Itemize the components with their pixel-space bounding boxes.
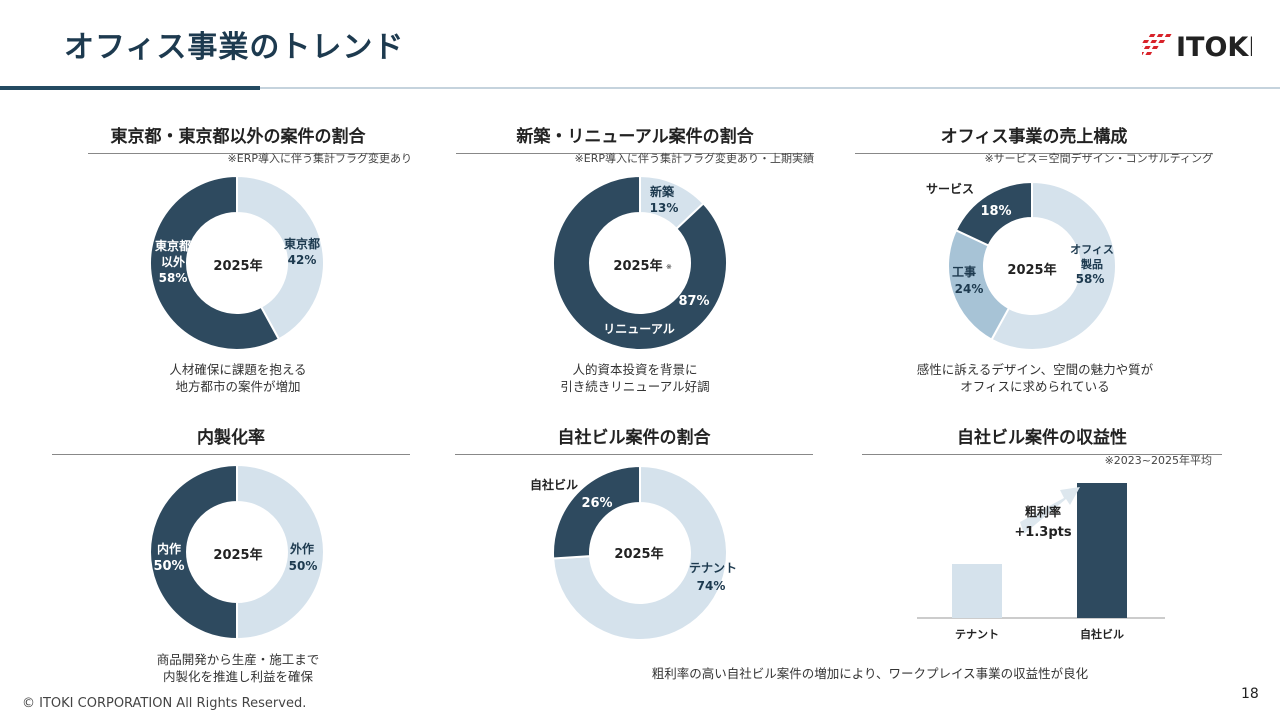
donut-slice-1 bbox=[990, 180, 1117, 351]
slice-label: 製品 bbox=[1080, 257, 1103, 271]
slice-label: オフィス bbox=[1070, 243, 1114, 256]
slice-label: 外作 bbox=[290, 541, 314, 556]
section-title: 自社ビル案件の割合 bbox=[455, 423, 813, 455]
section-profit: 自社ビル案件の収益性 bbox=[862, 423, 1222, 455]
caption-line: 地方都市の案件が増加 bbox=[175, 379, 301, 394]
arrow-up-icon bbox=[1020, 487, 1080, 534]
section-title: オフィス事業の売上構成 bbox=[855, 122, 1213, 154]
caption-line: 商品開発から生産・施工まで bbox=[156, 652, 320, 667]
arrow-label: 粗利率 bbox=[1025, 504, 1061, 519]
slice-value: 58% bbox=[159, 271, 188, 285]
section-caption: 粗利率の高い自社ビル案件の増加により、ワークプレイス事業の収益性が良化 bbox=[651, 666, 1089, 681]
caption-line: 人材確保に課題を抱える bbox=[169, 362, 307, 377]
section-title: 東京都・東京都以外の案件の割合 bbox=[88, 122, 388, 154]
slice-label: テナント bbox=[689, 561, 737, 575]
caption-line: 感性に訴えるデザイン、空間の魅力や質が bbox=[916, 362, 1154, 377]
slice-value: 58% bbox=[1076, 272, 1105, 286]
section-caption: 商品開発から生産・施工まで 内製化を推進し利益を確保 bbox=[128, 651, 348, 685]
bar-chart-profit: 粗利率 +1.3pts テナント 自社ビル bbox=[917, 483, 1165, 641]
slice-label: 東京都 bbox=[284, 236, 320, 251]
slice-value: 74% bbox=[697, 579, 726, 593]
slice-value: 18% bbox=[980, 204, 1011, 219]
donut-center-label: 2025年 bbox=[1007, 262, 1056, 278]
bar-1 bbox=[952, 564, 1002, 618]
x-tick-label: 自社ビル bbox=[1080, 627, 1124, 641]
header-divider-accent bbox=[0, 86, 260, 90]
donut-center-label: 2025年 bbox=[213, 547, 262, 563]
caption-line: オフィスに求められている bbox=[960, 379, 1110, 394]
section-title: 内製化率 bbox=[52, 423, 410, 455]
donut-slice-2 bbox=[552, 464, 641, 560]
slice-label: 自社ビル bbox=[530, 477, 578, 492]
section-title: 自社ビル案件の収益性 bbox=[862, 423, 1222, 455]
donut-slice-1 bbox=[552, 464, 728, 641]
donut-chart-renewal: 2025年 ※ 新築 13% 87% リニューアル bbox=[552, 174, 728, 351]
slice-label: サービス bbox=[926, 181, 974, 196]
donut-chart-tokyo: 2025年 東京都 42% 東京都 以外 58% bbox=[149, 174, 325, 351]
donut-slice-2 bbox=[552, 174, 728, 351]
donut-chart-sales: 2025年 サービス 18% オフィス 製品 58% 工事 24% bbox=[926, 180, 1117, 351]
x-tick-label: テナント bbox=[955, 628, 999, 641]
slice-value: 50% bbox=[289, 559, 318, 573]
slice-label: 以外 bbox=[161, 254, 185, 269]
donut-slice-3 bbox=[954, 180, 1033, 247]
section-caption: 感性に訴えるデザイン、空間の魅力や質が オフィスに求められている bbox=[880, 361, 1190, 395]
slice-value: 42% bbox=[288, 253, 317, 267]
donut-slice-1 bbox=[236, 174, 325, 341]
header-divider bbox=[260, 87, 1280, 89]
section-ownbuilding: 自社ビル案件の割合 bbox=[455, 423, 813, 455]
page-title: オフィス事業のトレンド bbox=[64, 30, 405, 65]
section-caption: 人的資本投資を背景に 引き続きリニューアル好調 bbox=[525, 361, 745, 395]
bar-2 bbox=[1077, 483, 1127, 618]
section-title: 新築・リニューアル案件の割合 bbox=[456, 122, 814, 154]
donut-center-label: 2025年 bbox=[213, 258, 262, 274]
caption-line: 内製化を推進し利益を確保 bbox=[162, 669, 313, 684]
donut-center-label: 2025年 bbox=[614, 546, 663, 562]
donut-slice-1 bbox=[236, 463, 325, 641]
page-number: 18 bbox=[1241, 686, 1259, 702]
donut-chart-inhouse: 2025年 外作 50% 内作 50% bbox=[149, 463, 325, 641]
bar-series bbox=[952, 483, 1127, 618]
caption-line: 人的資本投資を背景に bbox=[572, 362, 698, 377]
caption-line: 引き続きリニューアル好調 bbox=[560, 379, 710, 394]
slice-value: 26% bbox=[581, 496, 612, 511]
logo-text: ITOKI bbox=[1176, 32, 1252, 62]
section-tokyo: 東京都・東京都以外の案件の割合 bbox=[88, 122, 388, 154]
section-inhouse: 内製化率 bbox=[52, 423, 410, 455]
section-note: ※2023~2025年平均 bbox=[1104, 454, 1212, 467]
copyright: © ITOKI CORPORATION All Rights Reserved. bbox=[22, 696, 307, 711]
slice-value: 24% bbox=[955, 282, 984, 296]
donut-center-label: 2025年 bbox=[613, 258, 662, 274]
section-note: ※ERP導入に伴う集計フラグ変更あり bbox=[227, 152, 412, 165]
slice-value: 13% bbox=[650, 201, 679, 215]
logo-mark-icon bbox=[1142, 34, 1172, 55]
slice-label: 東京都 bbox=[155, 238, 191, 253]
slice-label: リニューアル bbox=[603, 322, 674, 336]
donut-center-note: ※ bbox=[666, 263, 672, 271]
slice-label: 内作 bbox=[157, 541, 181, 556]
slice-value: 50% bbox=[153, 559, 184, 574]
section-sales: オフィス事業の売上構成 bbox=[855, 122, 1213, 154]
donut-chart-ownbuilding: 2025年 自社ビル 26% テナント 74% bbox=[530, 464, 737, 641]
slice-value: 87% bbox=[678, 294, 709, 309]
slice-label: 新築 bbox=[650, 184, 675, 199]
section-caption: 人材確保に課題を抱える 地方都市の案件が増加 bbox=[128, 361, 348, 395]
arrow-value: +1.3pts bbox=[1014, 525, 1071, 540]
slice-label: 工事 bbox=[952, 264, 976, 279]
donut-slice-2 bbox=[149, 174, 281, 351]
section-renewal: 新築・リニューアル案件の割合 bbox=[456, 122, 814, 154]
itoki-logo: ITOKI bbox=[1142, 32, 1252, 62]
section-note: ※ERP導入に伴う集計フラグ変更あり・上期実績 bbox=[574, 152, 814, 165]
section-note: ※サービス＝空間デザイン・コンサルティング bbox=[984, 152, 1213, 165]
donut-slice-2 bbox=[149, 463, 238, 641]
